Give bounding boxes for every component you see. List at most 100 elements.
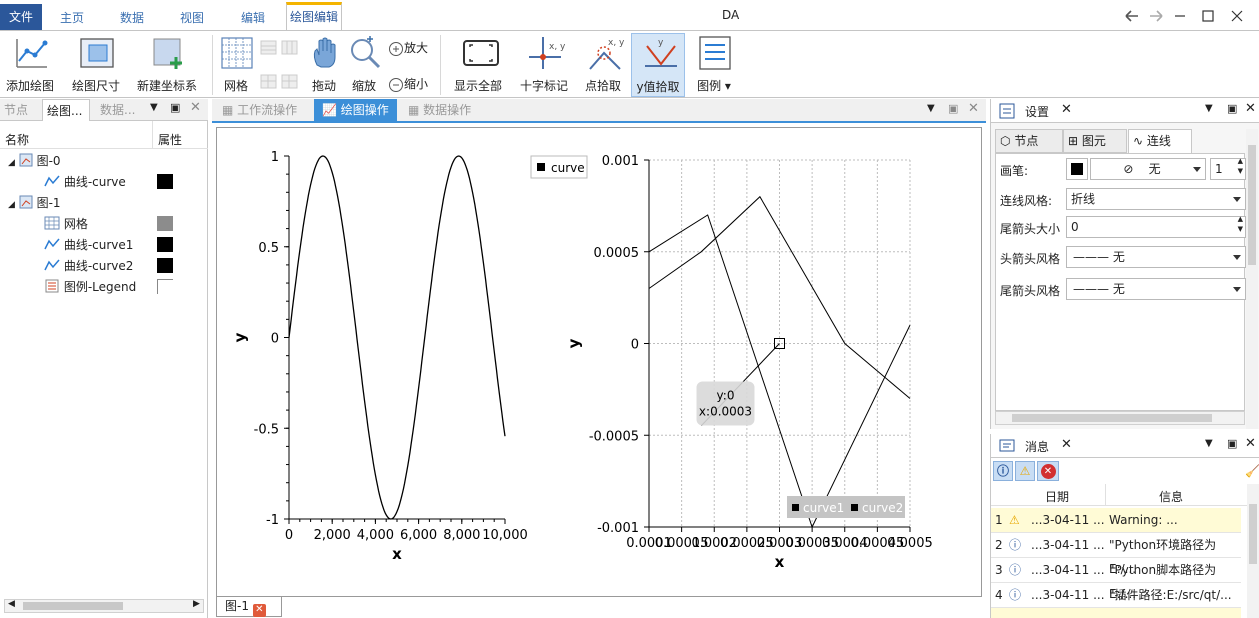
close-icon[interactable] [1229,8,1245,24]
scroll-thumb[interactable] [1249,504,1257,564]
scroll-thumb[interactable] [1012,414,1212,422]
tail-size-spinner[interactable]: 0 ▲ ▼ [1066,215,1246,238]
legend-button[interactable]: 图例 ▾ [692,33,736,94]
panel-menu-icon[interactable]: ▼ [150,102,158,113]
tree-item-grid[interactable]: 网格 [44,214,88,234]
zoom-button[interactable]: 缩放 [346,33,382,94]
row-number: 2 [995,538,1003,552]
minimize-icon[interactable] [1172,8,1188,24]
warning-filter-icon[interactable]: ⚠ [1015,461,1035,481]
grid-style-icon[interactable] [260,39,300,57]
color-swatch[interactable] [157,279,173,294]
head-style-select[interactable]: ——— 无 [1066,246,1246,268]
expand-icon[interactable]: ◢ [8,200,15,210]
zoom-out-button[interactable]: 缩小 [388,75,428,93]
settings-vscrollbar[interactable] [1246,129,1258,429]
pen-color-button[interactable] [1066,158,1088,180]
maximize-icon[interactable] [1200,8,1216,24]
error-filter-icon[interactable]: ✕ [1037,461,1059,481]
line-style-select[interactable]: 折线 [1066,188,1246,210]
tab-data-ops[interactable]: ▦ 数据操作 [404,99,475,121]
plots-svg[interactable]: 1 0.5 0 -0.5 -1 0 2,000 4,000 6,000 8,000 10,000 x y… [217,128,981,596]
float-icon[interactable]: ▣ [1227,102,1238,115]
panel-menu-icon[interactable]: ▼ [1205,438,1213,449]
close-icon[interactable]: ✕ [190,100,201,115]
scroll-left-icon[interactable]: ◀ [8,599,15,609]
tab-file[interactable]: 文件 [0,4,42,30]
tab-node[interactable]: ⬡ 节点 [995,129,1063,153]
scroll-thumb[interactable] [1248,145,1256,265]
undo-icon[interactable] [1122,8,1142,24]
tab-data[interactable]: 数据 [119,11,144,25]
plot-canvas[interactable]: 1 0.5 0 -0.5 -1 0 2,000 4,000 6,000 8,000 10,000 x y… [216,127,982,597]
panel-menu-icon[interactable]: ▼ [927,103,935,114]
tab-plot-ops[interactable]: 📈 绘图操作 [314,99,397,121]
pen-width-spinner[interactable]: 1 ▲ ▼ [1210,157,1246,180]
close-icon[interactable]: ✕ [968,101,979,116]
close-tab-icon[interactable]: ✕ [252,604,266,617]
messages-vscrollbar[interactable] [1247,484,1259,618]
close-icon[interactable]: ✕ [1061,437,1072,452]
messages-title: 消息 [1025,440,1050,454]
tree-item-legend[interactable]: 图例-Legend [44,277,136,297]
pan-button[interactable]: 拖动 [304,33,344,94]
tree-item-curve1[interactable]: 曲线-curve1 [44,235,133,255]
float-icon[interactable]: ▣ [948,102,959,115]
color-swatch[interactable] [157,216,173,231]
scroll-right-icon[interactable]: ▶ [193,599,200,609]
tab-nodes[interactable]: 节点 [4,103,29,117]
show-all-button[interactable]: 显示全部 [450,33,506,94]
message-row-partial[interactable] [991,608,1241,618]
tab-workflow[interactable]: ▦ 工作流操作 [218,99,301,121]
horizontal-scrollbar[interactable]: ◀ ▶ [4,599,204,613]
tab-label: 工作流操作 [237,103,298,117]
tree-item-figure1[interactable]: ◢ 图-1 [8,193,61,213]
tab-element[interactable]: ⊞ 图元 [1063,129,1127,153]
series-curve1 [648,214,911,529]
spin-arrows-icon[interactable]: ▲ ▼ [1237,215,1243,233]
tab-view[interactable]: 视图 [179,11,204,25]
tab-home[interactable]: 主页 [59,11,84,25]
crosshair-button[interactable]: x, y 十字标记 [516,33,572,94]
tab-plot-edit[interactable]: 绘图编辑 [286,2,342,31]
message-row[interactable]: 3 ⓘ ...3-04-11 ... "Python脚本路径为E:/... [991,558,1241,601]
new-axes-button[interactable]: 新建坐标系 [134,33,200,94]
float-icon[interactable]: ▣ [170,101,181,114]
close-icon[interactable]: ✕ [1061,102,1072,117]
spin-arrows-icon[interactable]: ▲ ▼ [1237,157,1243,175]
pick-point-button[interactable]: x, y 点拾取 [580,33,626,94]
close-icon[interactable]: ✕ [1245,101,1256,116]
add-plot-button[interactable]: 添加绘图 [4,33,56,94]
color-swatch[interactable] [157,174,173,189]
scroll-thumb[interactable] [23,602,123,610]
clear-icon[interactable]: 🧹 [1245,464,1259,478]
message-row[interactable]: 4 ⓘ ...3-04-11 ... "插件路径:E:/src/qt/... [991,583,1241,608]
color-swatch[interactable] [157,237,173,252]
tab-plots[interactable]: 绘图... [42,99,90,121]
bottom-tab-figure1[interactable]: 图-1 ✕ [216,597,282,617]
plot-size-button[interactable]: 绘图尺寸 [68,33,124,94]
redo-icon[interactable] [1146,8,1166,24]
message-row[interactable]: 2 ⓘ ...3-04-11 ... "Python环境路径为E:/... [991,533,1241,576]
float-icon[interactable]: ▣ [1227,437,1238,450]
legend-icon [699,36,731,70]
tree-item-curve[interactable]: 曲线-curve [44,172,126,192]
pen-style-select[interactable]: ⊘ 无 [1090,158,1206,180]
info-filter-icon[interactable]: ⓘ [993,461,1013,481]
tab-edit[interactable]: 编辑 [240,11,265,25]
grid-minor-icon[interactable] [260,73,300,91]
message-row[interactable]: 1 ⚠ ...3-04-11 ... Warning: ... [991,508,1241,533]
grid-button[interactable]: 网格 [216,33,256,94]
pick-y-button[interactable]: y y值拾取 [631,33,685,97]
color-swatch[interactable] [157,258,173,273]
settings-hscrollbar[interactable] [995,411,1245,425]
close-icon[interactable]: ✕ [1245,436,1256,451]
expand-icon[interactable]: ◢ [8,158,15,168]
zoom-in-button[interactable]: 放大 [388,39,428,57]
tail-style-select[interactable]: ——— 无 [1066,278,1246,300]
tree-item-curve2[interactable]: 曲线-curve2 [44,256,133,276]
tree-item-figure0[interactable]: ◢ 图-0 [8,151,61,171]
tab-datas[interactable]: 数据... [100,103,136,117]
panel-menu-icon[interactable]: ▼ [1205,103,1213,114]
tab-link[interactable]: ∿ 连线 [1128,129,1192,154]
